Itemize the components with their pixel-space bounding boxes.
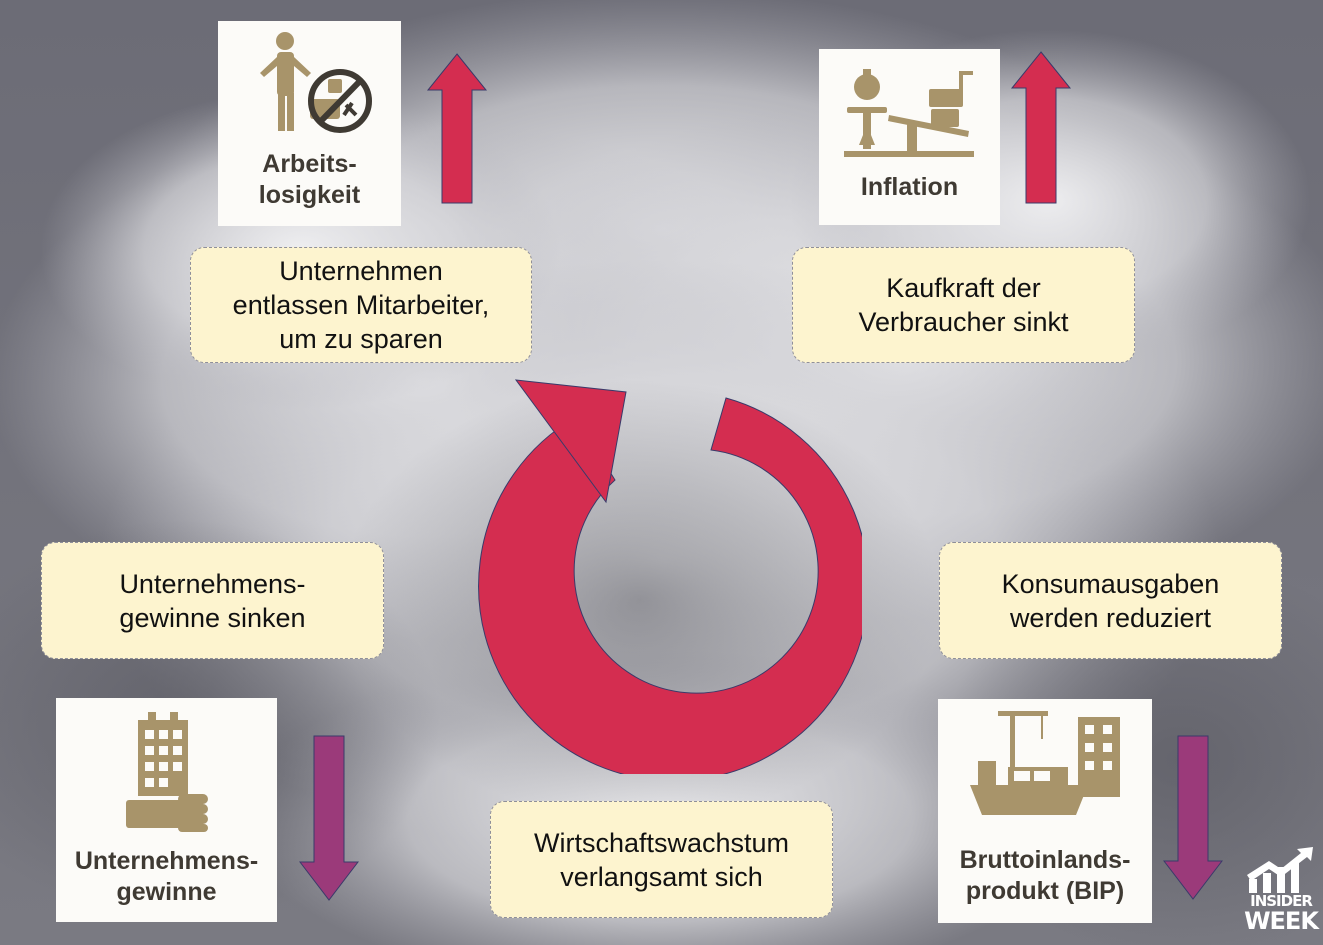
unemployment-card: Arbeits- losigkeit: [218, 21, 401, 226]
building-coins-icon: [126, 712, 208, 832]
logo-text-line1: INSIDER: [1250, 892, 1313, 910]
purchasing-power-box: Kaufkraft der Verbraucher sinkt: [792, 247, 1135, 363]
profits-fall-box: Unternehmens- gewinne sinken: [41, 542, 384, 659]
unemployed-person-icon: [260, 32, 372, 133]
arrow-up-icon: [426, 53, 488, 204]
chart-growth-icon: [1247, 847, 1313, 893]
arrow-down-icon: [298, 735, 360, 901]
cycle-arrow-icon: [478, 379, 862, 774]
growth-box: Wirtschaftswachstum verlangsamt sich: [490, 801, 833, 918]
inflation-card: Inflation: [819, 49, 1000, 225]
insider-week-logo: INSIDER WEEK: [1243, 847, 1319, 943]
card-label: Arbeits- losigkeit: [258, 150, 361, 209]
ship-crane-building-icon: [970, 711, 1120, 815]
consumption-box: Konsumausgaben werden reduziert: [939, 542, 1282, 659]
box-text: Konsumausgaben werden reduziert: [1001, 568, 1220, 633]
card-label: Bruttoinlands- produkt (BIP): [959, 846, 1131, 905]
card-label: Inflation: [860, 173, 959, 201]
gdp-card: Bruttoinlands- produkt (BIP): [938, 699, 1152, 923]
logo-text-line2: WEEK: [1244, 907, 1319, 935]
profits-card: Unternehmens- gewinne: [56, 698, 277, 922]
layoffs-box: Unternehmen entlassen Mitarbeiter, um zu…: [190, 247, 532, 363]
scale-shopping-cart-icon: [844, 69, 974, 157]
arrow-up-icon: [1010, 51, 1072, 204]
box-text: Unternehmens- gewinne sinken: [119, 568, 306, 633]
arrow-down-icon: [1162, 735, 1224, 900]
box-text: Wirtschaftswachstum verlangsamt sich: [533, 827, 790, 892]
box-text: Unternehmen entlassen Mitarbeiter, um zu…: [232, 256, 490, 354]
card-label: Unternehmens- gewinne: [74, 847, 259, 906]
box-text: Kaufkraft der Verbraucher sinkt: [858, 273, 1069, 337]
